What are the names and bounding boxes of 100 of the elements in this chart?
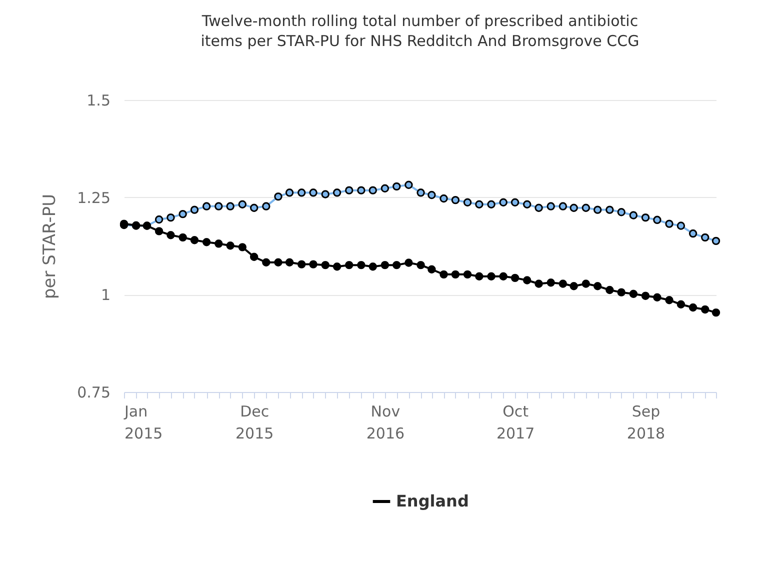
point xyxy=(558,280,568,288)
point xyxy=(238,200,247,208)
point xyxy=(166,213,175,222)
point xyxy=(332,262,342,271)
point xyxy=(250,204,258,212)
x-tick-label: Sep 2018 xyxy=(626,402,666,442)
point xyxy=(676,222,686,230)
point xyxy=(510,198,520,206)
point xyxy=(154,227,164,236)
point xyxy=(226,202,234,210)
point xyxy=(451,270,460,279)
x-tick-label: Oct 2017 xyxy=(496,402,535,442)
point xyxy=(510,274,520,282)
point xyxy=(392,260,401,270)
point xyxy=(534,204,543,212)
point xyxy=(653,293,662,302)
point xyxy=(451,196,460,204)
x-tick-label: Nov 2016 xyxy=(366,402,405,442)
point xyxy=(154,215,164,224)
point xyxy=(380,184,390,192)
point xyxy=(475,200,484,208)
point xyxy=(487,272,496,280)
point xyxy=(546,278,555,287)
point xyxy=(285,258,294,266)
point xyxy=(274,192,282,201)
point xyxy=(570,282,578,290)
point xyxy=(297,188,306,197)
point xyxy=(190,206,199,214)
point xyxy=(700,233,710,242)
point xyxy=(202,202,211,210)
point xyxy=(463,270,472,279)
point xyxy=(428,190,436,200)
point xyxy=(676,300,686,308)
point xyxy=(368,186,377,194)
point xyxy=(499,198,508,206)
point xyxy=(558,202,568,210)
point xyxy=(297,260,306,268)
point xyxy=(178,233,187,242)
point xyxy=(178,210,187,218)
x-tick-label: Jan 2015 xyxy=(124,402,163,442)
point xyxy=(250,252,258,261)
y-tick-label: 0.75 xyxy=(77,384,110,402)
point xyxy=(226,242,234,250)
point xyxy=(416,188,425,197)
point xyxy=(593,282,602,290)
point xyxy=(392,182,401,191)
y-tick-label: 1.25 xyxy=(77,188,110,207)
point xyxy=(499,272,508,280)
point xyxy=(404,258,413,267)
legend-label: England xyxy=(396,492,469,510)
point xyxy=(688,303,698,312)
point xyxy=(440,194,448,203)
point xyxy=(357,186,366,194)
point xyxy=(665,296,674,304)
point xyxy=(463,198,472,206)
point xyxy=(582,280,590,288)
point xyxy=(404,180,413,189)
point xyxy=(617,208,626,216)
point xyxy=(629,290,638,298)
point xyxy=(546,202,555,210)
y-axis-title: per STAR-PU xyxy=(40,194,60,300)
point xyxy=(653,216,662,224)
point xyxy=(523,200,532,208)
point xyxy=(665,220,674,228)
point xyxy=(570,204,578,212)
point xyxy=(700,305,710,314)
point xyxy=(321,190,330,198)
point xyxy=(190,236,199,244)
point xyxy=(202,238,211,246)
point xyxy=(617,288,626,296)
point xyxy=(274,258,282,266)
point xyxy=(238,243,247,252)
point xyxy=(214,240,223,248)
point xyxy=(712,236,720,246)
point xyxy=(629,211,638,220)
point xyxy=(593,206,602,214)
point xyxy=(487,200,496,208)
point xyxy=(641,292,650,300)
y-tick-label: 1.5 xyxy=(86,92,110,110)
point xyxy=(523,276,532,284)
point xyxy=(166,231,175,240)
point xyxy=(309,188,318,197)
x-tick-label: Dec 2015 xyxy=(235,402,274,442)
point xyxy=(357,260,366,270)
point xyxy=(606,206,614,214)
point xyxy=(582,204,590,212)
point xyxy=(428,265,436,274)
y-tick-label: 1 xyxy=(100,286,110,304)
point xyxy=(345,186,354,194)
point xyxy=(345,260,354,270)
point xyxy=(285,188,294,197)
point xyxy=(475,272,484,280)
point xyxy=(416,260,425,270)
chart-title: Twelve-month rolling total number of prescribed antibiotic items per STAR-PU for NHS Redditch And Bromsgrove CCG xyxy=(200,12,640,50)
point xyxy=(380,260,390,270)
point xyxy=(262,202,270,210)
point xyxy=(712,308,720,317)
point xyxy=(321,260,330,270)
point xyxy=(262,258,270,266)
point xyxy=(606,286,614,294)
